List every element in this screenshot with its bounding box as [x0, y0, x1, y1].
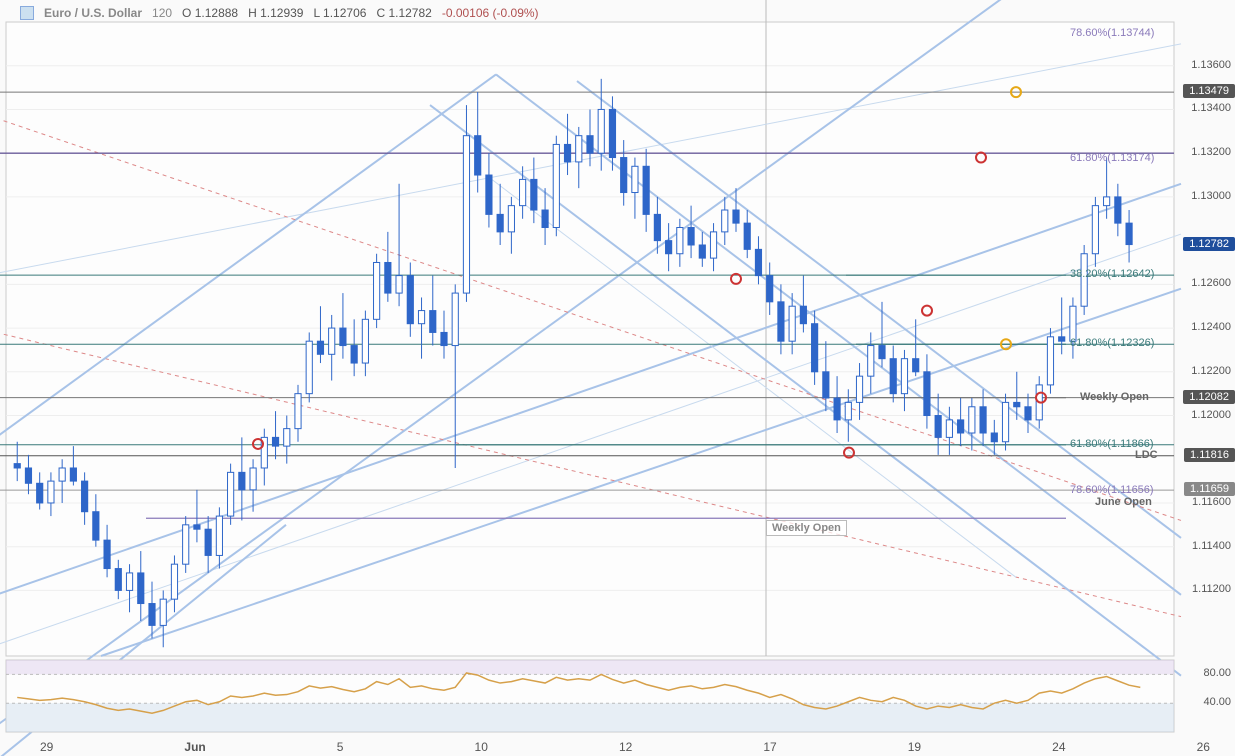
x-tick-label: 19 [908, 740, 921, 754]
level-label: 38.20%(1.12642) [1070, 268, 1154, 280]
y-tick-label: 1.11200 [1192, 583, 1231, 595]
price-chart[interactable] [0, 0, 1235, 756]
y-tick-label: 1.13400 [1191, 102, 1231, 114]
x-tick-label: 24 [1052, 740, 1065, 754]
y-tick-label: 1.12000 [1191, 409, 1231, 421]
level-label: June Open [1095, 496, 1152, 508]
price-tag: 1.11659 [1184, 482, 1235, 496]
x-tick-label: 26 [1197, 740, 1210, 754]
price-tag: 1.13479 [1183, 84, 1235, 98]
x-tick-label: 17 [763, 740, 776, 754]
x-tick-label: 29 [40, 740, 53, 754]
level-label: Weekly Open [1080, 391, 1149, 403]
weekly-open-label: Weekly Open [766, 520, 847, 536]
price-tag: 1.11816 [1184, 448, 1235, 462]
y-tick-label: 1.13000 [1191, 190, 1231, 202]
price-tag: 1.12782 [1183, 237, 1235, 251]
y-tick-label: 1.13200 [1191, 146, 1231, 158]
level-label: 78.60%(1.13744) [1070, 27, 1154, 39]
level-label: LDC [1135, 449, 1158, 461]
x-tick-label: 5 [337, 740, 344, 754]
y-tick-label: 1.12600 [1191, 277, 1231, 289]
y-tick-label: 1.12400 [1191, 321, 1231, 333]
level-label: 78.60%(1.11656) [1070, 484, 1154, 496]
level-label: 61.80%(1.12326) [1070, 337, 1154, 349]
y-tick-label: 1.11600 [1192, 496, 1231, 508]
x-tick-label: Jun [184, 740, 205, 754]
x-tick-label: 12 [619, 740, 632, 754]
level-label: 61.80%(1.13174) [1070, 152, 1154, 164]
x-axis-labels: 29 Jun 5 10 12 17 19 24 26 [0, 740, 1235, 754]
rsi-tick-label: 80.00 [1203, 667, 1231, 679]
price-tag: 1.12082 [1183, 390, 1235, 404]
y-tick-label: 1.13600 [1191, 59, 1231, 71]
chart-container: Euro / U.S. Dollar 120 O 1.12888 H 1.129… [0, 0, 1235, 756]
x-tick-label: 10 [475, 740, 488, 754]
rsi-tick-label: 40.00 [1203, 696, 1231, 708]
y-tick-label: 1.11400 [1192, 540, 1231, 552]
y-tick-label: 1.12200 [1191, 365, 1231, 377]
